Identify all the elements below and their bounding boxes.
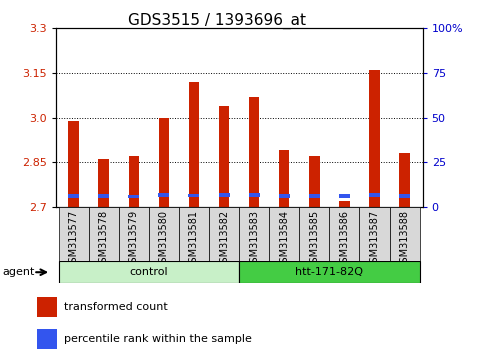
Bar	[68, 194, 79, 198]
Text: GSM313580: GSM313580	[159, 210, 169, 269]
Text: GSM313583: GSM313583	[249, 210, 259, 269]
Text: GDS3515 / 1393696_at: GDS3515 / 1393696_at	[128, 12, 306, 29]
Bar	[239, 207, 269, 262]
Text: transformed count: transformed count	[64, 302, 168, 313]
Text: GSM313588: GSM313588	[399, 210, 410, 269]
Bar	[38, 329, 57, 349]
Bar	[249, 193, 260, 197]
Bar	[128, 156, 139, 207]
Bar	[189, 82, 199, 207]
Text: control: control	[129, 267, 168, 277]
Bar	[369, 70, 380, 207]
Bar	[179, 207, 209, 262]
Text: GSM313584: GSM313584	[279, 210, 289, 269]
Bar	[89, 207, 119, 262]
Bar	[279, 194, 290, 198]
Text: GSM313578: GSM313578	[99, 210, 109, 269]
Bar	[329, 207, 359, 262]
Text: GSM313586: GSM313586	[340, 210, 349, 269]
Bar	[249, 97, 259, 207]
Bar	[309, 194, 320, 198]
Bar	[58, 261, 239, 283]
Text: agent: agent	[3, 267, 35, 277]
Bar	[309, 156, 320, 207]
Bar	[38, 297, 57, 317]
Bar	[299, 207, 329, 262]
Bar	[209, 207, 239, 262]
Bar	[218, 193, 229, 197]
Text: GSM313587: GSM313587	[369, 210, 380, 269]
Text: GSM313579: GSM313579	[129, 210, 139, 269]
Bar	[188, 194, 199, 197]
Bar	[399, 194, 410, 198]
Bar	[68, 121, 79, 207]
Bar	[339, 194, 350, 198]
Bar	[158, 118, 169, 207]
Bar	[128, 195, 139, 198]
Bar	[369, 193, 380, 197]
Bar	[359, 207, 389, 262]
Bar	[279, 150, 289, 207]
Bar	[219, 106, 229, 207]
Text: htt-171-82Q: htt-171-82Q	[295, 267, 363, 277]
Bar	[389, 207, 420, 262]
Bar	[149, 207, 179, 262]
Text: GSM313577: GSM313577	[69, 210, 79, 269]
Bar	[158, 193, 170, 197]
Bar	[269, 207, 299, 262]
Text: GSM313582: GSM313582	[219, 210, 229, 269]
Text: percentile rank within the sample: percentile rank within the sample	[64, 334, 252, 344]
Bar	[98, 194, 109, 198]
Bar	[119, 207, 149, 262]
Text: GSM313581: GSM313581	[189, 210, 199, 269]
Bar	[339, 201, 350, 207]
Bar	[58, 207, 89, 262]
Bar	[99, 159, 109, 207]
Text: GSM313585: GSM313585	[309, 210, 319, 269]
Bar	[239, 261, 420, 283]
Bar	[399, 153, 410, 207]
